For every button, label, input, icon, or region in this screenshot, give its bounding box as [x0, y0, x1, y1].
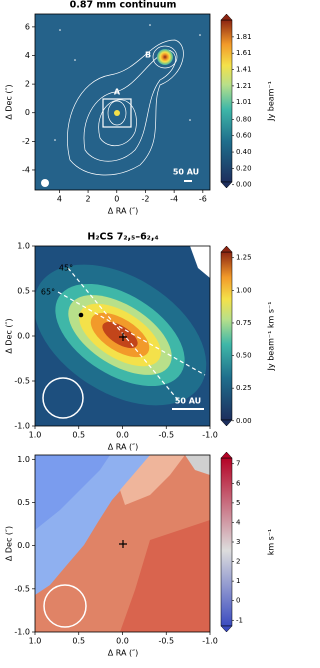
y-tick-label: 0.0 [17, 332, 30, 341]
y-tick-label: 0.5 [17, 498, 30, 507]
x-tick-label: 0.5 [72, 431, 85, 440]
colorbar-label: Jy beam⁻¹ [267, 81, 276, 122]
colorbar-extend [220, 451, 233, 459]
x-tick-label: -6 [199, 195, 207, 204]
x-tick-label: 4 [57, 195, 62, 204]
colorbar-tick-label: 1.00 [236, 286, 252, 294]
colorbar-extend [220, 419, 233, 427]
y-tick-label: -2 [22, 137, 30, 146]
colorbar-tick-label: 0.75 [236, 319, 252, 327]
x-axis-label: Δ RA (″) [108, 443, 139, 452]
colorbar [220, 19, 233, 183]
x-tick-label: -0.5 [158, 431, 174, 440]
x-axis-label: Δ RA (″) [108, 649, 139, 658]
y-tick-label: -4 [22, 165, 30, 174]
colorbar-tick-label: 1.41 [236, 66, 252, 74]
colorbar-tick-label: 1 [236, 577, 240, 585]
continuum-image [35, 14, 210, 190]
colorbar-tick-label: 3 [236, 538, 240, 546]
y-tick-label: 1.0 [17, 242, 30, 251]
colorbar-tick-label: 5 [236, 499, 240, 507]
figure: 0.87 mm continuum 4 2 0 -2 -4 -6 6 4 2 0 -2 -4 Δ RA (… [5, 0, 276, 658]
moment0-image [35, 246, 210, 426]
y-tick-label: 4 [25, 51, 30, 60]
colorbar-tick-label: 7 [236, 460, 240, 468]
colorbar-tick-label: 6 [236, 479, 241, 487]
y-tick-label: -0.5 [14, 584, 30, 593]
colorbar-tick-label: 0.00 [236, 181, 252, 189]
colorbar-tick-label: 1.25 [236, 254, 252, 262]
colorbar-tick-label: 2 [236, 558, 240, 566]
colorbar-tick-label: 0.20 [236, 164, 252, 172]
x-tick-label: 0 [114, 195, 119, 204]
colorbar-extend [220, 625, 233, 633]
colorbar [220, 457, 233, 627]
plot-frame [34, 13, 211, 191]
x-tick-label: -2 [141, 195, 149, 204]
annotation: 65° [41, 288, 55, 297]
colorbar-extend [220, 181, 233, 189]
x-tick-label: -0.5 [158, 637, 174, 646]
x-tick-label: 1.0 [29, 637, 42, 646]
annotation: 50 AU [175, 397, 201, 406]
colorbar-tick-label: 1.61 [236, 49, 252, 57]
y-tick-label: 6 [25, 22, 30, 31]
x-tick-label: 2 [86, 195, 91, 204]
colorbar [220, 251, 233, 421]
y-tick-label: -1.0 [14, 422, 30, 431]
x-tick-label: 0.0 [116, 431, 129, 440]
colorbar-tick-label: 0.60 [236, 132, 252, 140]
annotation: B [145, 51, 151, 60]
colorbar-extend [220, 13, 233, 21]
colorbar-tick-label: 0.00 [236, 417, 252, 425]
y-tick-label: -1.0 [14, 628, 30, 637]
x-tick-label: 0.5 [72, 637, 85, 646]
panel-title: H₂CS 7₂,₅–6₂,₄ [87, 232, 158, 243]
y-tick-label: 0.5 [17, 287, 30, 296]
moment1-image [35, 455, 210, 632]
x-axis-label: Δ RA (″) [108, 207, 139, 216]
colorbar-tick-label: 4 [236, 518, 241, 526]
colorbar-tick-label: 0.50 [236, 352, 252, 360]
x-tick-label: -1.0 [202, 637, 218, 646]
x-tick-label: 1.0 [29, 431, 42, 440]
y-tick-label: 0 [25, 108, 30, 117]
x-tick-label: 0.0 [116, 637, 129, 646]
x-tick-label: -4 [170, 195, 178, 204]
colorbar-tick-label: 1.81 [236, 33, 252, 41]
annotation: 50 AU [173, 168, 199, 177]
colorbar-tick-label: 0.25 [236, 384, 252, 392]
y-axis-label: Δ Dec (″) [5, 84, 14, 119]
colorbar-label: km s⁻¹ [267, 529, 276, 556]
colorbar-tick-label: 0 [236, 597, 240, 605]
colorbar-tick-label: 1.21 [236, 82, 252, 90]
colorbar-tick-label: 1.01 [236, 98, 252, 106]
y-tick-label: 2 [25, 80, 30, 89]
panel-title: 0.87 mm continuum [70, 0, 177, 11]
y-axis-label: Δ Dec (″) [5, 318, 14, 353]
y-tick-label: 1.0 [17, 455, 30, 464]
colorbar-extend [220, 245, 233, 253]
annotation: A [114, 88, 121, 97]
y-tick-label: -0.5 [14, 377, 30, 386]
y-tick-label: 0.0 [17, 541, 30, 550]
y-axis-label: Δ Dec (″) [5, 526, 14, 561]
x-tick-label: -1.0 [202, 431, 218, 440]
colorbar-tick-label: 0.40 [236, 148, 252, 156]
colorbar-tick-label: 0.80 [236, 115, 252, 123]
colorbar-tick-label: -1 [236, 616, 243, 624]
annotation: 45° [59, 264, 73, 273]
colorbar-label: Jy beam⁻¹ km s⁻¹ [267, 302, 276, 372]
